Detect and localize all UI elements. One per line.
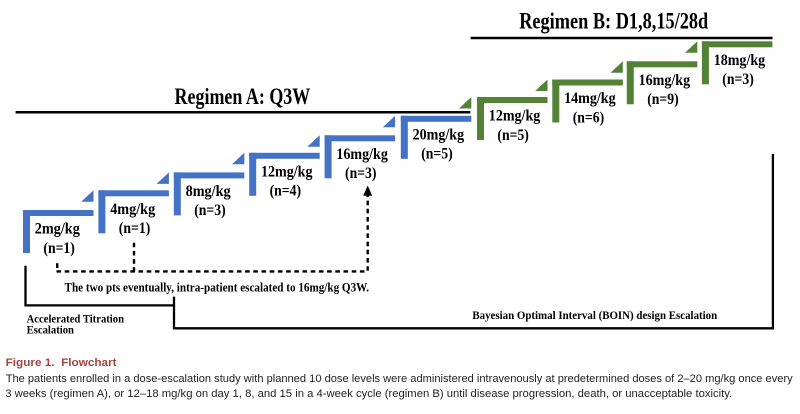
svg-text:12mg/kg: 12mg/kg [261,163,313,180]
svg-text:Escalation: Escalation [27,325,75,337]
svg-text:20mg/kg: 20mg/kg [413,126,465,143]
svg-text:Bayesian Optimal Interval (BOI: Bayesian Optimal Interval (BOIN) design … [472,309,717,322]
svg-text:Accelerated Titration: Accelerated Titration [27,313,125,325]
svg-text:(n=5): (n=5) [497,127,529,144]
svg-text:(n=4): (n=4) [270,183,302,200]
svg-text:12mg/kg: 12mg/kg [489,108,541,125]
svg-text:3 weeks (regimen A), or 12–18: 3 weeks (regimen A), or 12–18 mg/kg on d… [5,388,732,400]
svg-text:The patients enrolled in a dos: The patients enrolled in a dose-escalati… [6,373,793,385]
svg-text:18mg/kg: 18mg/kg [714,52,766,69]
svg-text:Regimen B: D1,8,15/28d: Regimen B: D1,8,15/28d [519,9,708,34]
svg-text:Figure 1. Flowchart: Figure 1. Flowchart [6,357,117,369]
svg-text:The two pts eventually, intra-: The two pts eventually, intra-patient es… [65,281,370,295]
svg-text:(n=5): (n=5) [421,146,453,163]
svg-text:(n=1): (n=1) [43,240,75,257]
svg-text:14mg/kg: 14mg/kg [564,90,616,107]
svg-text:(n=1): (n=1) [119,220,151,237]
svg-text:(n=9): (n=9) [647,91,679,108]
svg-text:(n=3): (n=3) [722,71,754,88]
svg-text:2mg/kg: 2mg/kg [35,221,80,238]
svg-text:16mg/kg: 16mg/kg [336,146,388,163]
svg-text:(n=3): (n=3) [345,165,377,182]
svg-text:(n=3): (n=3) [194,202,226,219]
svg-text:4mg/kg: 4mg/kg [110,201,155,218]
svg-text:Regimen A: Q3W: Regimen A: Q3W [175,84,311,109]
svg-text:8mg/kg: 8mg/kg [186,183,231,200]
svg-text:(n=6): (n=6) [573,109,605,126]
svg-text:16mg/kg: 16mg/kg [639,72,691,89]
